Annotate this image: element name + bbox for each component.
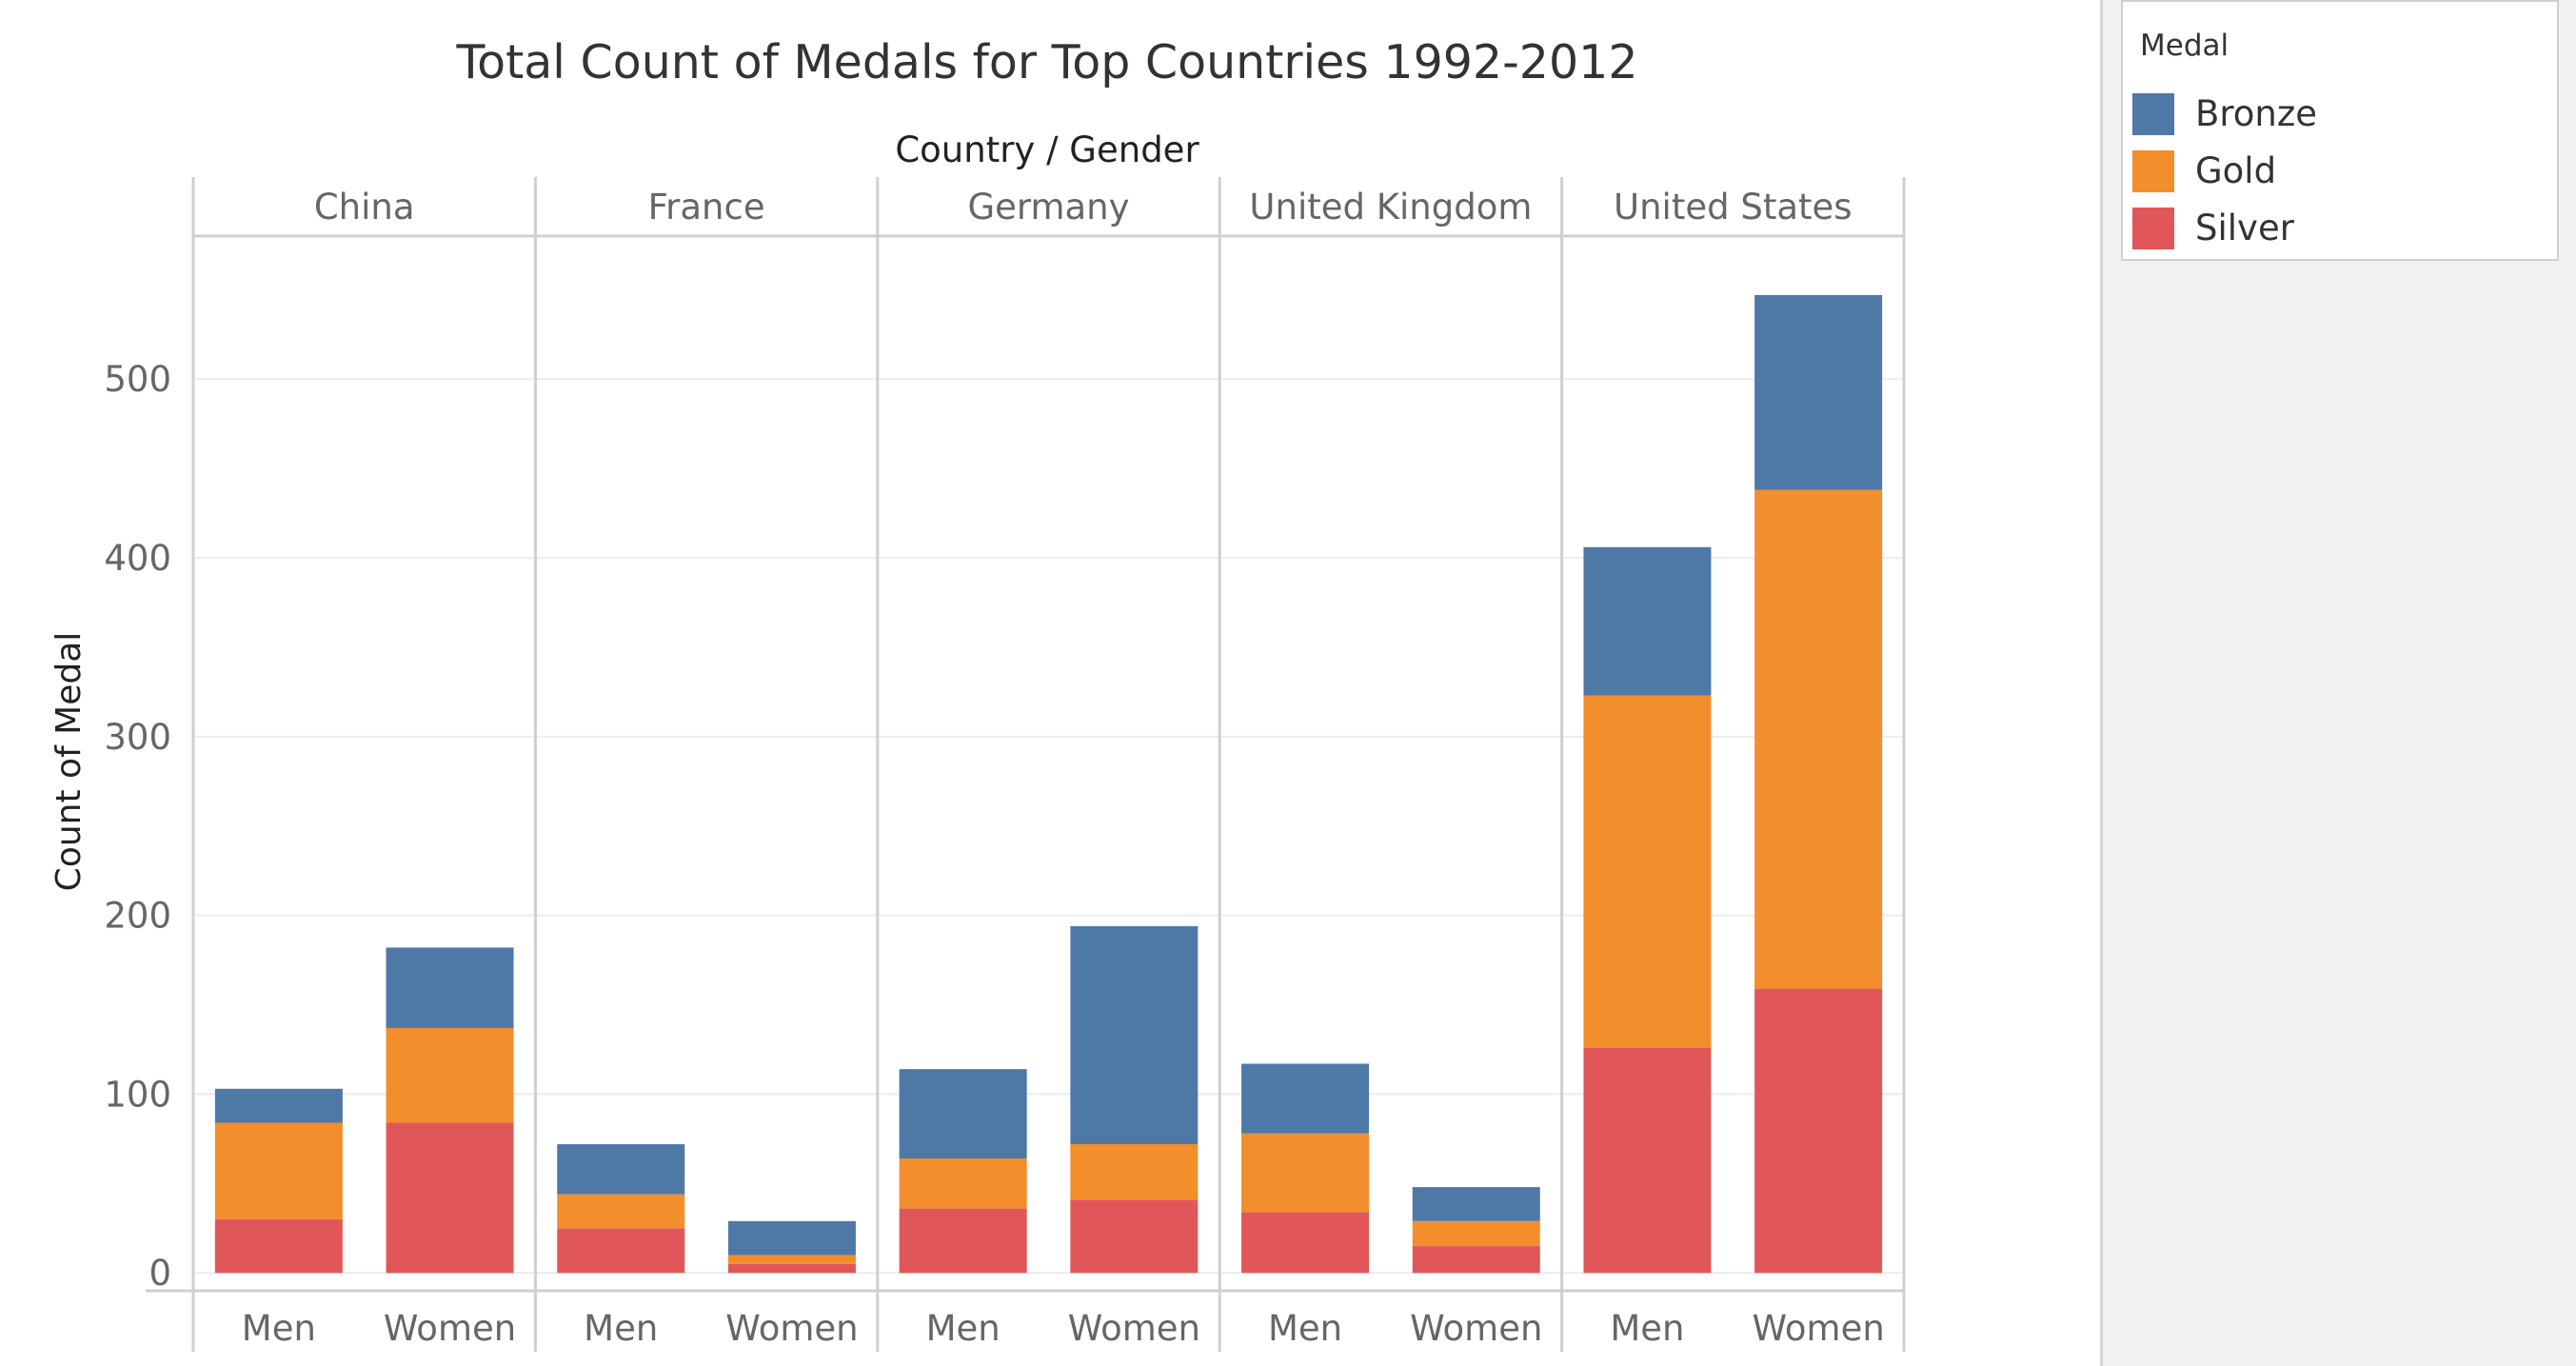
panel-frame xyxy=(146,177,1906,1352)
y-tick-label: 400 xyxy=(104,538,171,579)
y-tick-label: 0 xyxy=(149,1253,171,1294)
gender-label-men: Men xyxy=(242,1308,316,1349)
bar-china-men-gold[interactable] xyxy=(214,1122,343,1219)
bar-france-men-gold[interactable] xyxy=(557,1194,685,1229)
y-axis-title: Count of Medal xyxy=(50,632,89,892)
bar-france-women-silver[interactable] xyxy=(727,1263,856,1274)
bar-united-states-women-gold[interactable] xyxy=(1754,489,1883,989)
bar-germany-women-gold[interactable] xyxy=(1070,1144,1199,1200)
bar-germany-women-bronze[interactable] xyxy=(1070,925,1199,1145)
y-tick-label: 200 xyxy=(104,896,171,937)
bar-france-men-bronze[interactable] xyxy=(557,1144,685,1195)
country-header-united-states: United States xyxy=(1614,187,1853,228)
bar-china-men-silver[interactable] xyxy=(214,1218,343,1274)
bar-france-women-bronze[interactable] xyxy=(727,1220,856,1256)
chart-title: Total Count of Medals for Top Countries … xyxy=(455,35,1637,89)
gender-label-women: Women xyxy=(1752,1308,1884,1349)
bar-china-women-silver[interactable] xyxy=(386,1122,514,1274)
gender-labels: Men Women Men Women Men Women Men Women Men Women xyxy=(242,1308,1885,1349)
gender-label-men: Men xyxy=(584,1308,658,1349)
bar-united-kingdom-women-gold[interactable] xyxy=(1412,1220,1540,1247)
gender-label-women: Women xyxy=(384,1308,516,1349)
bar-united-states-men-gold[interactable] xyxy=(1583,695,1712,1048)
bar-france-women-gold[interactable] xyxy=(727,1255,856,1264)
bar-united-kingdom-men-silver[interactable] xyxy=(1241,1212,1370,1274)
legend-label-bronze: Bronze xyxy=(2195,93,2318,134)
bar-united-kingdom-men-gold[interactable] xyxy=(1241,1133,1370,1213)
bars xyxy=(214,294,1883,1274)
country-header-china: China xyxy=(314,187,415,228)
bar-united-kingdom-men-bronze[interactable] xyxy=(1241,1063,1370,1134)
gender-label-men: Men xyxy=(1268,1308,1342,1349)
bar-united-states-men-silver[interactable] xyxy=(1583,1047,1712,1274)
stacked-bar-chart: Total Count of Medals for Top Countries … xyxy=(50,35,1906,1352)
gender-label-women: Women xyxy=(725,1308,858,1349)
country-header-germany: Germany xyxy=(967,187,1129,228)
bar-germany-men-bronze[interactable] xyxy=(899,1069,1027,1159)
legend-label-gold: Gold xyxy=(2195,150,2277,191)
bar-china-women-bronze[interactable] xyxy=(386,947,514,1028)
bar-united-kingdom-women-bronze[interactable] xyxy=(1412,1187,1540,1221)
y-tick-label: 100 xyxy=(104,1074,171,1115)
gender-label-women: Women xyxy=(1068,1308,1200,1349)
legend-label-silver: Silver xyxy=(2195,208,2294,248)
country-header-france: France xyxy=(648,187,765,228)
bar-united-states-women-bronze[interactable] xyxy=(1754,294,1883,490)
country-header-united-kingdom: United Kingdom xyxy=(1249,187,1532,228)
legend-swatch-gold xyxy=(2132,150,2174,192)
y-axis-ticks: 0 100 200 300 400 500 xyxy=(104,359,171,1294)
bar-united-states-men-bronze[interactable] xyxy=(1583,546,1712,696)
bar-united-states-women-silver[interactable] xyxy=(1754,988,1883,1274)
gender-label-men: Men xyxy=(1610,1308,1684,1349)
gender-label-men: Men xyxy=(926,1308,1001,1349)
legend: Medal Bronze Gold Silver xyxy=(2121,0,2559,261)
gender-label-women: Women xyxy=(1410,1308,1542,1349)
bar-germany-women-silver[interactable] xyxy=(1070,1199,1199,1274)
column-header: Country / Gender xyxy=(895,129,1199,170)
country-headers: China France Germany United Kingdom United S… xyxy=(314,187,1853,228)
bar-france-men-silver[interactable] xyxy=(557,1228,685,1274)
y-tick-label: 500 xyxy=(104,359,171,400)
legend-swatch-silver xyxy=(2132,208,2174,249)
bar-china-women-gold[interactable] xyxy=(386,1027,514,1123)
bar-germany-men-silver[interactable] xyxy=(899,1208,1027,1274)
legend-title: Medal xyxy=(2140,29,2229,63)
legend-swatch-bronze xyxy=(2132,93,2174,135)
bar-china-men-bronze[interactable] xyxy=(214,1088,343,1123)
bar-united-kingdom-women-silver[interactable] xyxy=(1412,1246,1540,1274)
bar-germany-men-gold[interactable] xyxy=(899,1158,1027,1209)
y-tick-label: 300 xyxy=(104,717,171,758)
